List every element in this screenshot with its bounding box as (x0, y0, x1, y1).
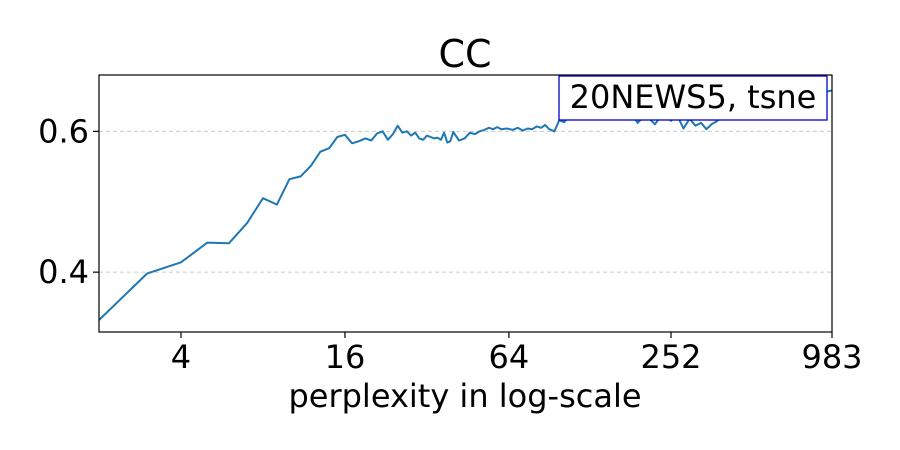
grid-lines (99, 130, 832, 273)
x-axis: 4 16 64 252 983 (171, 332, 863, 376)
series-layer (99, 89, 832, 321)
x-tick-label: 64 (489, 338, 530, 376)
x-tick-label: 4 (171, 338, 191, 376)
x-tick-label: 983 (801, 338, 862, 376)
x-tick-label: 252 (640, 338, 701, 376)
chart-title: CC (438, 32, 491, 76)
series-line (99, 89, 832, 321)
y-axis: 0.4 0.6 (38, 112, 99, 291)
legend-text: 20NEWS5, tsne (570, 78, 817, 116)
y-tick-label: 0.6 (38, 112, 89, 150)
legend-box (558, 75, 828, 121)
x-tick-label: 16 (325, 338, 366, 376)
y-tick-label: 0.4 (38, 253, 89, 291)
x-axis-label: perplexity in log-scale (288, 377, 641, 415)
legend: 20NEWS5, tsne (558, 75, 828, 121)
plot-frame (98, 74, 833, 333)
